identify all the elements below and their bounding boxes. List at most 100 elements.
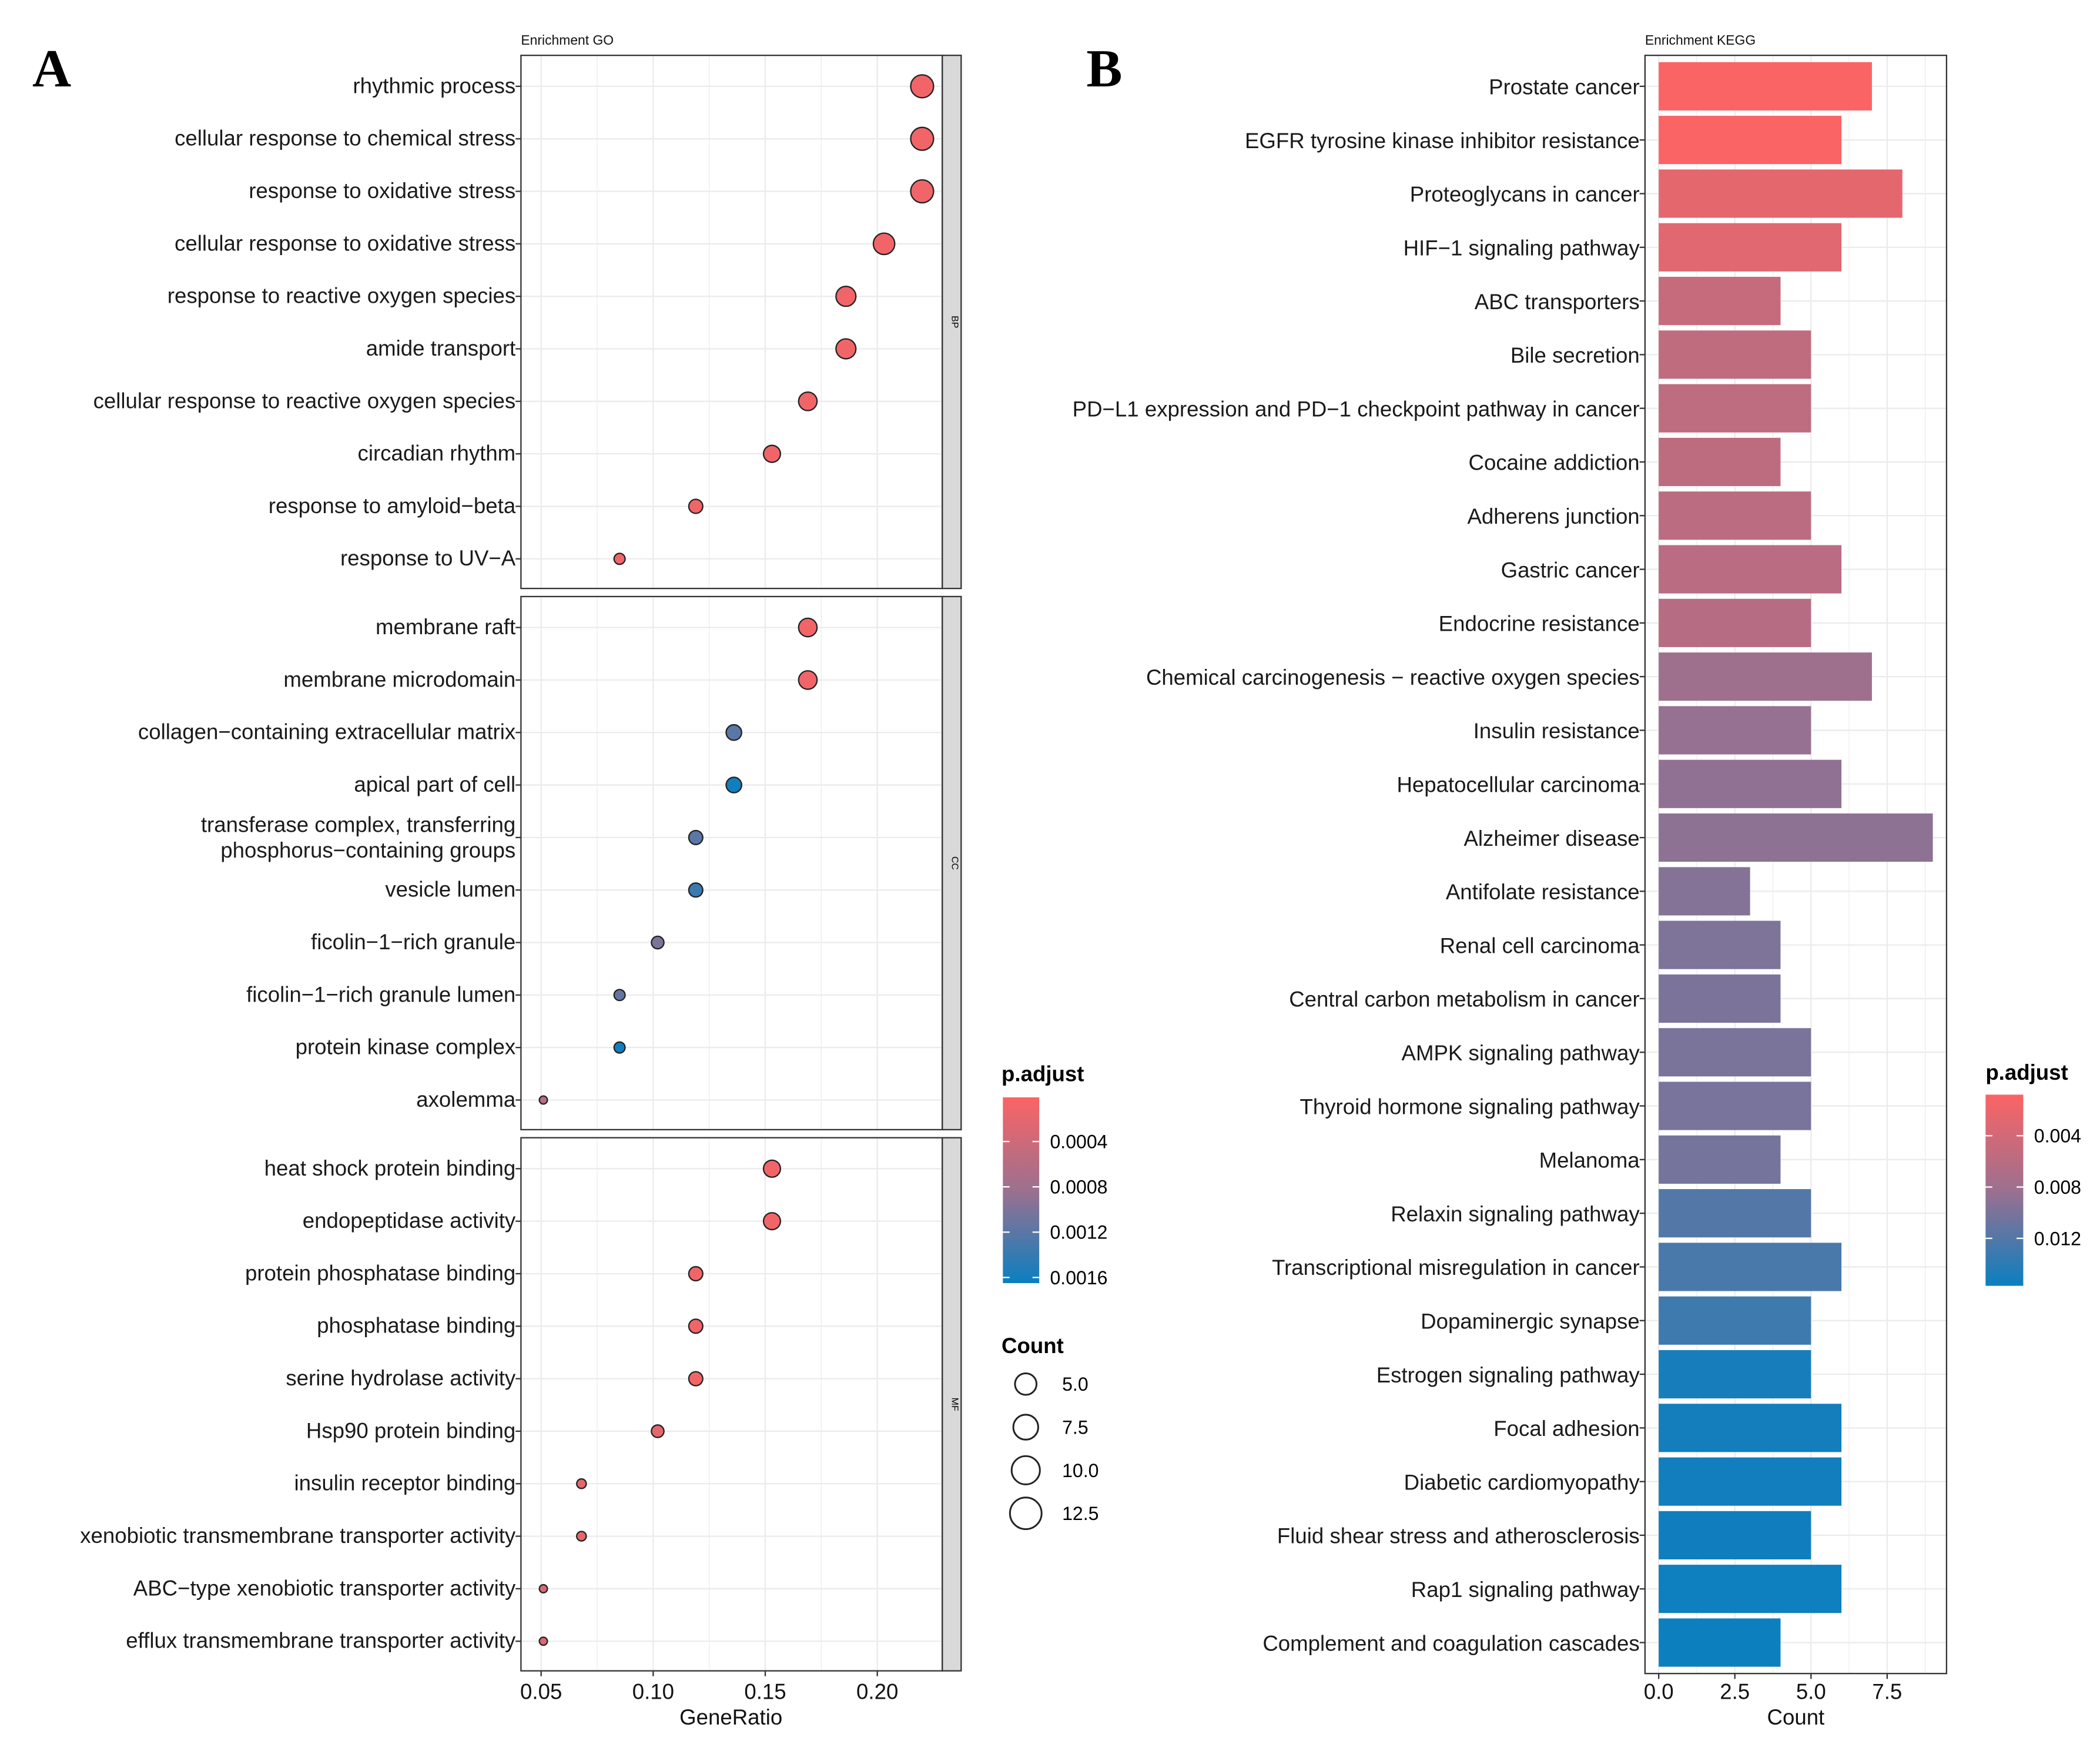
kegg-bar	[1659, 545, 1842, 594]
kegg-bar	[1659, 276, 1781, 326]
kegg-pathway-label: Hepatocellular carcinoma	[1396, 772, 1640, 796]
kegg-bar	[1659, 1028, 1811, 1077]
kegg-color-legend-title: p.adjust	[1985, 1060, 2068, 1084]
x-tick-label: 0.20	[856, 1680, 898, 1704]
go-term-label: cellular response to reactive oxygen spe…	[93, 389, 516, 413]
facet-strip	[942, 1137, 962, 1672]
panel-b-label: B	[1086, 38, 1122, 98]
go-point	[872, 232, 896, 256]
kegg-bar	[1659, 1457, 1842, 1506]
x-tick-label: 0.0	[1644, 1680, 1674, 1704]
kegg-bar	[1659, 62, 1872, 111]
go-point	[651, 1424, 665, 1438]
kegg-bar	[1659, 1082, 1811, 1130]
kegg-pathway-label: Chemical carcinogenesis − reactive oxyge…	[1146, 665, 1640, 689]
kegg-pathway-label: Antifolate resistance	[1446, 880, 1640, 904]
kegg-bar	[1659, 920, 1781, 969]
facet-panel-cc	[521, 596, 943, 1130]
kegg-pathway-label: EGFR tyrosine kinase inhibitor resistanc…	[1245, 129, 1640, 153]
size-legend-label: 12.5	[1062, 1503, 1098, 1524]
kegg-pathway-label: Adherens junction	[1467, 504, 1639, 528]
kegg-bar	[1659, 1511, 1811, 1560]
go-point	[538, 1583, 548, 1593]
kegg-pathway-label: ABC transporters	[1475, 290, 1640, 314]
x-tick-label: 7.5	[1872, 1680, 1902, 1704]
go-term-label: rhythmic process	[353, 73, 515, 98]
go-point	[576, 1478, 587, 1489]
go-title: Enrichment GO	[521, 32, 614, 48]
kegg-pathway-label: Renal cell carcinoma	[1440, 933, 1640, 957]
go-term-label: cellular response to chemical stress	[175, 126, 515, 150]
size-legend-label: 10.0	[1062, 1460, 1098, 1481]
go-term-label: ficolin−1−rich granule	[311, 930, 515, 954]
kegg-legends: p.adjust 0.004 0.008 0.012	[1985, 1060, 2081, 1286]
go-term-label: insulin receptor binding	[294, 1471, 516, 1495]
go-point	[762, 1159, 782, 1178]
go-point	[688, 1265, 704, 1282]
facet-strip-label: BP	[949, 316, 960, 328]
go-term-label: membrane raft	[376, 615, 515, 639]
go-term-label: apical part of cell	[354, 772, 515, 796]
go-term-label: circadian rhythm	[358, 441, 516, 466]
kegg-pathway-label: HIF−1 signaling pathway	[1404, 236, 1640, 260]
kegg-pathway-label: Diabetic cardiomyopathy	[1404, 1470, 1640, 1494]
go-term-label: cellular response to oxidative stress	[175, 231, 515, 255]
size-legend-circle	[1012, 1414, 1039, 1441]
kegg-bar	[1659, 116, 1842, 165]
go-term-label: axolemma	[416, 1087, 516, 1111]
go-term-label: endopeptidase activity	[303, 1208, 516, 1233]
kegg-bar	[1659, 437, 1781, 487]
kegg-pathway-label: Thyroid hormone signaling pathway	[1300, 1094, 1640, 1119]
kegg-bar	[1659, 598, 1811, 647]
go-point	[688, 882, 704, 898]
go-point	[651, 935, 665, 950]
go-point	[688, 829, 704, 845]
go-term-label: amide transport	[366, 336, 515, 360]
facet-strip-label: CC	[949, 856, 960, 870]
go-point	[688, 498, 704, 514]
kegg-pathway-label: Gastric cancer	[1501, 558, 1640, 582]
size-legend-circle	[1014, 1372, 1038, 1396]
kegg-pathway-label: Central carbon metabolism in cancer	[1289, 987, 1639, 1012]
kegg-pathway-label: Bile secretion	[1510, 343, 1640, 367]
go-term-label: transferase complex, transferring phospho…	[201, 813, 515, 863]
x-tick-label: 5.0	[1796, 1680, 1826, 1704]
kegg-pathway-label: Dopaminergic synapse	[1421, 1309, 1640, 1333]
go-term-label-line: phosphorus−containing groups	[220, 838, 515, 862]
kegg-pathway-label: Focal adhesion	[1493, 1417, 1639, 1441]
go-point	[538, 1095, 548, 1105]
kegg-pathway-label: Transcriptional misregulation in cancer	[1272, 1255, 1640, 1280]
panel-a-label: A	[32, 38, 71, 98]
kegg-bar	[1659, 1135, 1781, 1184]
kegg-pathway-label: Proteoglycans in cancer	[1410, 182, 1640, 206]
kegg-pathway-label: Relaxin signaling pathway	[1391, 1202, 1640, 1226]
go-point	[725, 724, 742, 741]
kegg-bar	[1659, 759, 1842, 808]
kegg-barplot: Prostate cancer EGFR tyrosine kinase inhi…	[1073, 55, 1948, 1704]
go-point	[798, 670, 818, 690]
go-point	[576, 1531, 587, 1542]
go-xlabel: GeneRatio	[679, 1705, 782, 1729]
kegg-bar	[1659, 1296, 1811, 1345]
facet-strip	[942, 595, 962, 1131]
kegg-bar	[1659, 813, 1933, 862]
x-tick-label: 0.15	[744, 1680, 786, 1704]
go-term-label: response to reactive oxygen species	[168, 284, 515, 308]
kegg-xlabel: Count	[1767, 1705, 1825, 1729]
colorbar-tick-label: 0.004	[2034, 1126, 2081, 1147]
kegg-bar	[1659, 169, 1903, 218]
kegg-pathway-label: Alzheimer disease	[1463, 826, 1639, 851]
size-legend-circle	[1009, 1496, 1043, 1531]
facet-strip-label: MF	[949, 1398, 960, 1411]
colorbar-tick-label: 0.008	[2034, 1177, 2081, 1198]
kegg-bar	[1659, 652, 1872, 701]
kegg-pathway-label: Rap1 signaling pathway	[1411, 1578, 1640, 1602]
go-term-label-line: transferase complex, transferring	[201, 813, 515, 837]
go-point	[725, 776, 742, 794]
go-size-legend-title: Count	[1002, 1334, 1064, 1358]
kegg-pathway-label: Fluid shear stress and atherosclerosis	[1277, 1524, 1640, 1548]
facet-panel-bp	[521, 55, 943, 589]
size-legend-circle	[1010, 1455, 1041, 1485]
kegg-bar	[1659, 706, 1811, 755]
